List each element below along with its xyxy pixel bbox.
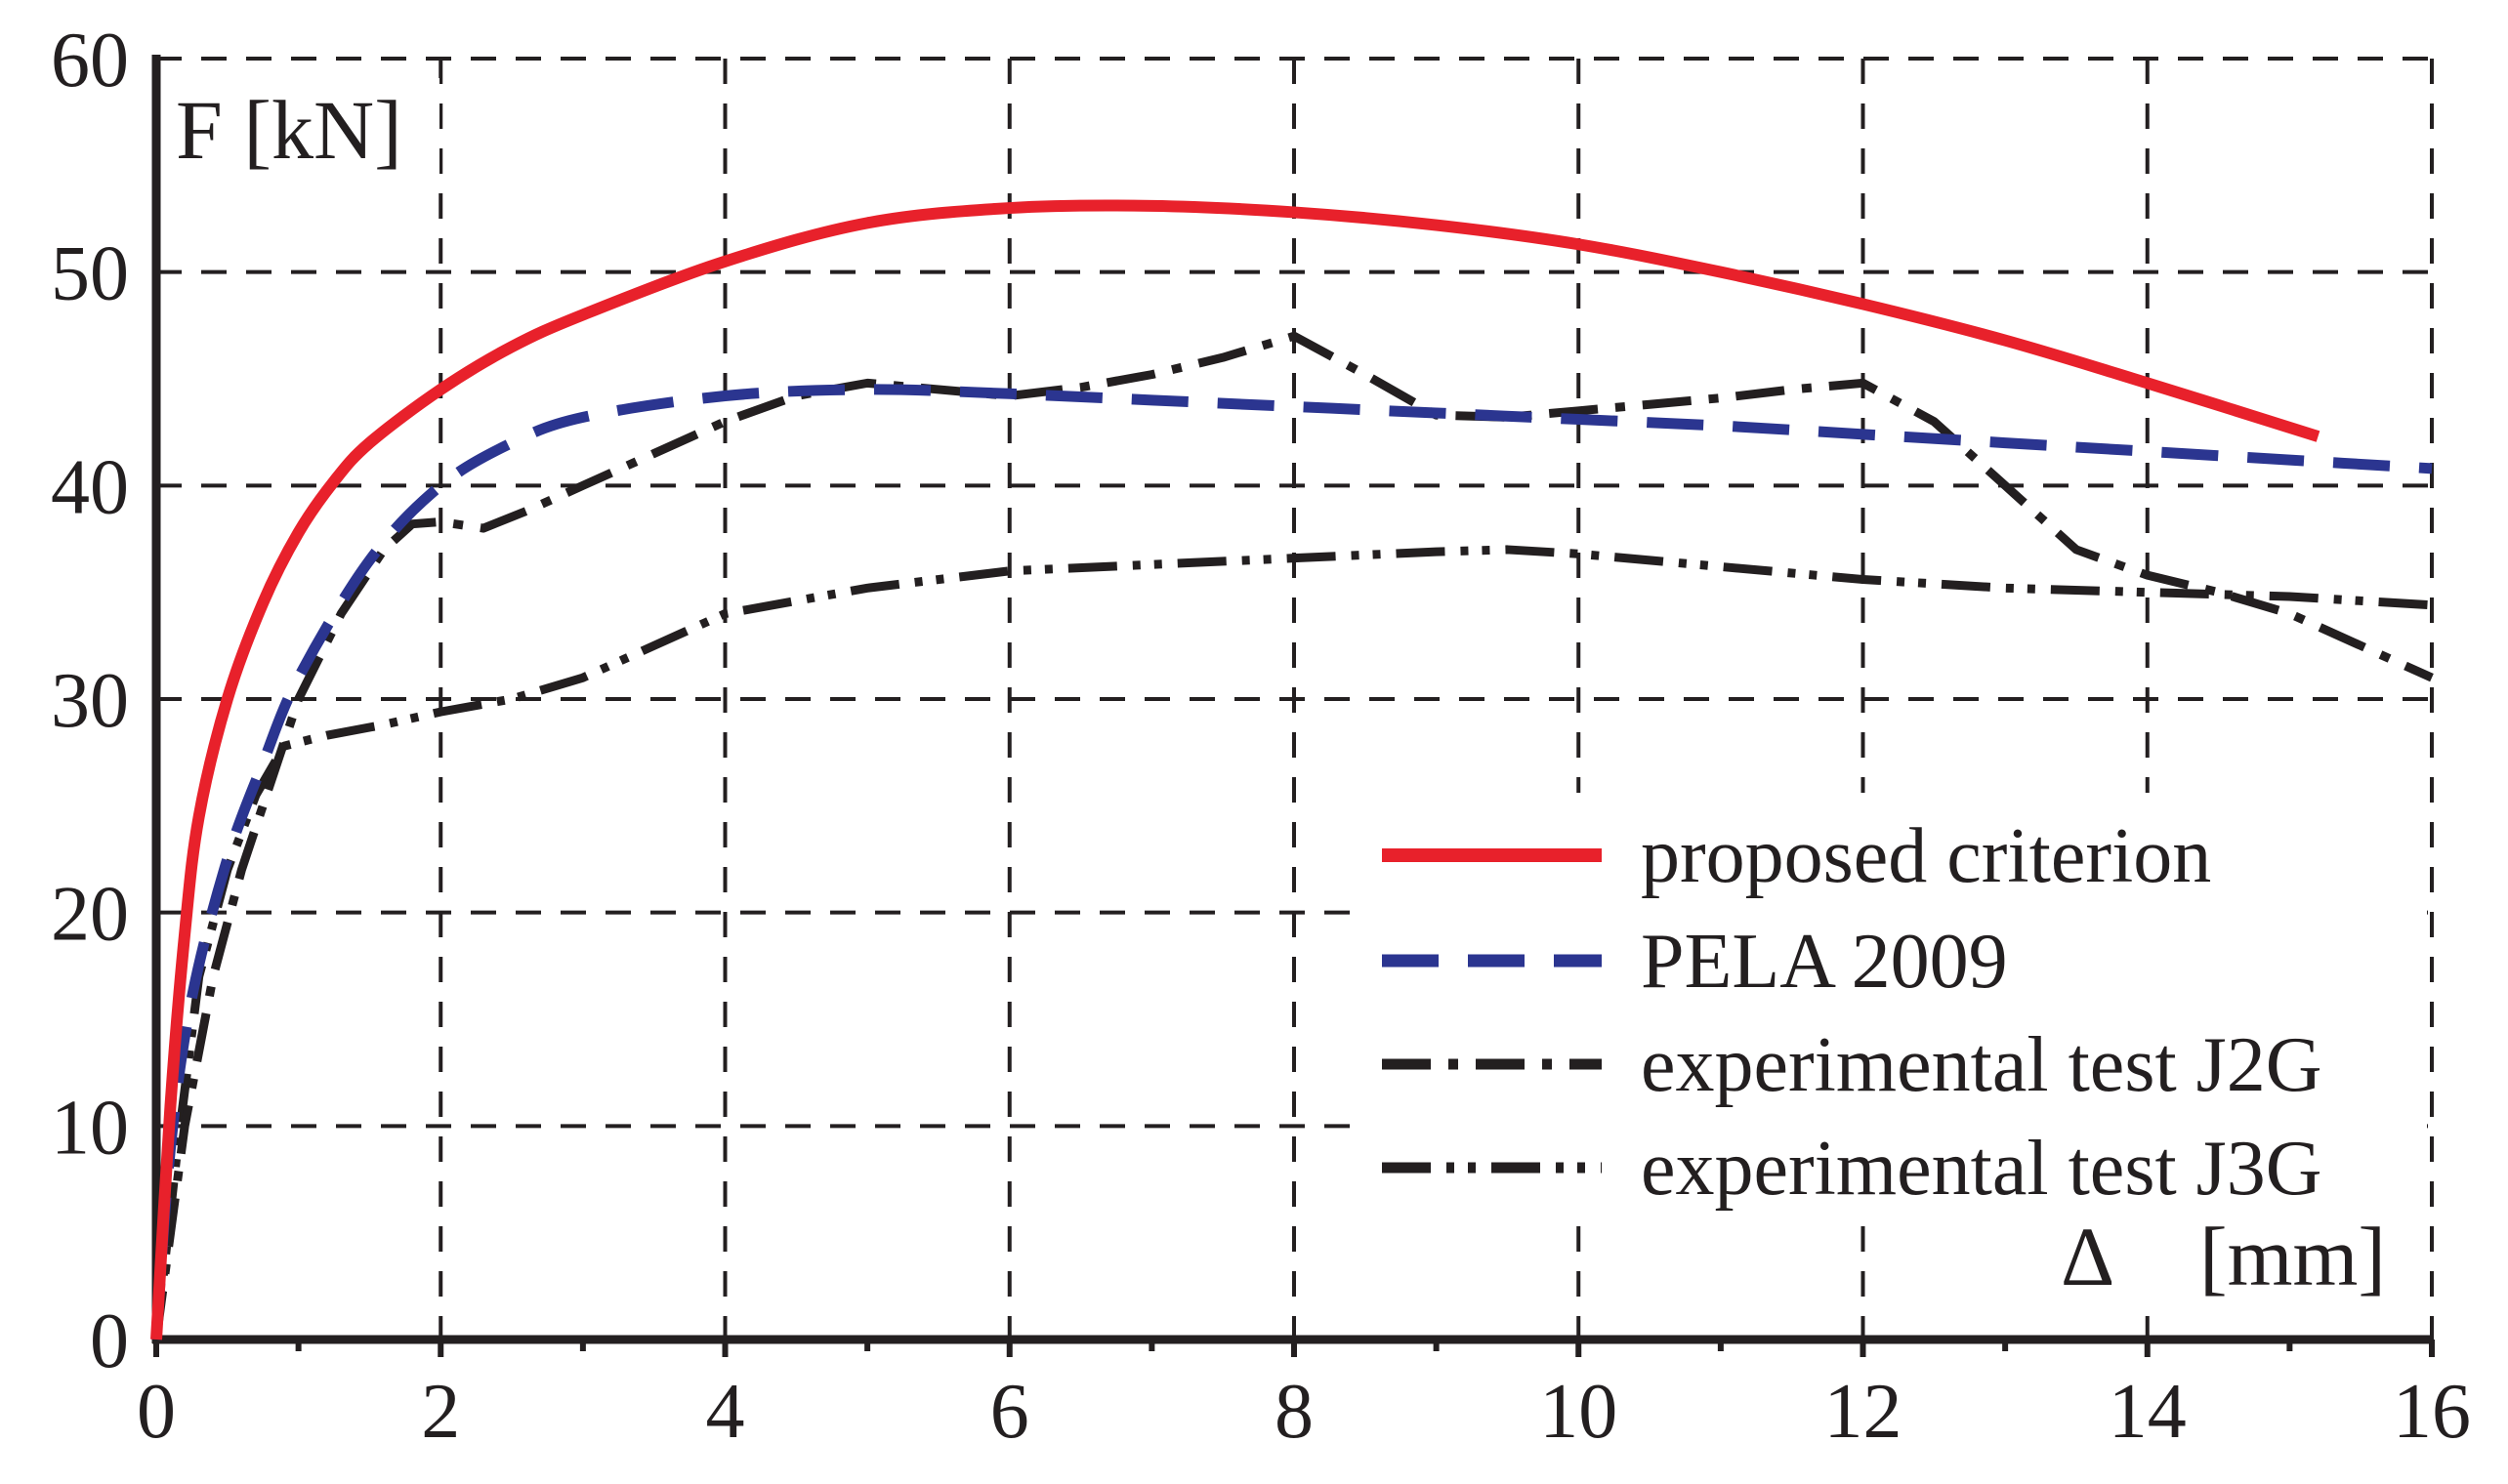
legend-label: PELA 2009 bbox=[1641, 919, 2008, 1005]
grid bbox=[156, 57, 2434, 1340]
x-tick-label: 16 bbox=[2393, 1369, 2471, 1455]
y-axis-label: F [kN] bbox=[176, 83, 402, 177]
legend-label: experimental test J3G bbox=[1641, 1126, 2322, 1212]
x-tick-label: 10 bbox=[1539, 1369, 1617, 1455]
y-tick-label: 50 bbox=[51, 231, 129, 317]
x-tick-label: 2 bbox=[421, 1369, 460, 1455]
y-tick-label: 60 bbox=[51, 18, 129, 103]
ticks: 0 2 4 6 8 10 12 14 16 0 10 20 30 40 50 60 bbox=[51, 18, 2471, 1455]
legend-box bbox=[1362, 793, 2427, 1226]
x-tick-label: 0 bbox=[137, 1369, 176, 1455]
series-line-pela-2009 bbox=[150, 384, 2433, 1340]
x-axis-label: Δ bbox=[2061, 1210, 2114, 1303]
y-tick-label: 20 bbox=[51, 872, 129, 958]
legend-label: proposed criterion bbox=[1641, 813, 2211, 899]
series-group bbox=[150, 199, 2434, 1340]
series-line-experimental-test-j3g bbox=[151, 545, 2433, 1340]
ylabel-background bbox=[168, 78, 439, 178]
x-axis-unit: [mm] bbox=[2199, 1210, 2386, 1303]
y-tick-label: 30 bbox=[51, 658, 129, 744]
x-tick-label: 12 bbox=[1824, 1369, 1902, 1455]
x-tick-label: 6 bbox=[990, 1369, 1029, 1455]
x-tick-label: 8 bbox=[1275, 1369, 1314, 1455]
legend-label: experimental test J2G bbox=[1641, 1022, 2322, 1108]
y-tick-label: 10 bbox=[51, 1085, 129, 1171]
series-line-experimental-test-j2g bbox=[151, 331, 2434, 1340]
series-line-proposed-criterion bbox=[150, 199, 2320, 1340]
y-tick-label: 0 bbox=[90, 1298, 129, 1384]
legend: proposed criterion PELA 2009 experimental … bbox=[1382, 813, 2322, 1212]
x-tick-label: 4 bbox=[706, 1369, 745, 1455]
x-tick-label: 14 bbox=[2109, 1369, 2187, 1455]
xlabel-background bbox=[2041, 1211, 2422, 1300]
y-tick-label: 40 bbox=[51, 444, 129, 530]
